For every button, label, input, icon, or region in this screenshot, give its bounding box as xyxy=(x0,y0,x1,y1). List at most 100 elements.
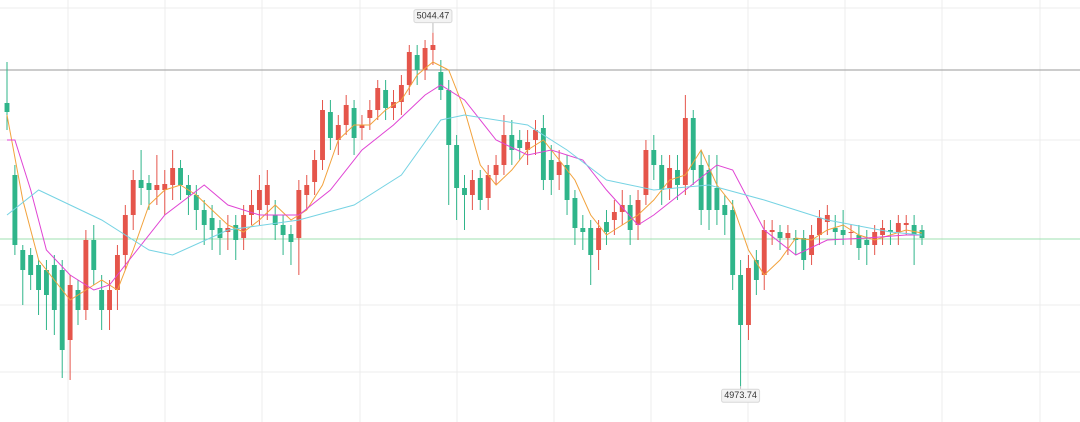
candle xyxy=(682,95,688,195)
candle-body xyxy=(20,250,26,270)
candle-body xyxy=(517,140,523,148)
candle xyxy=(714,155,720,225)
candle-body xyxy=(304,185,310,195)
candle-body xyxy=(651,150,657,165)
candle-body xyxy=(146,183,152,190)
candle xyxy=(107,280,112,330)
candle xyxy=(746,255,751,340)
candle-body xyxy=(12,175,18,245)
candle xyxy=(67,275,73,380)
candle xyxy=(761,220,767,290)
candle-body xyxy=(706,170,712,210)
candle xyxy=(817,210,822,245)
candle xyxy=(201,200,207,245)
candle-body xyxy=(604,222,609,232)
candle xyxy=(832,215,838,245)
candle xyxy=(343,95,349,135)
candle-body xyxy=(99,290,105,310)
candle xyxy=(209,205,215,250)
candle-body xyxy=(753,260,759,280)
candle xyxy=(706,155,712,230)
candle-body xyxy=(446,90,452,145)
candle xyxy=(643,140,649,205)
candle xyxy=(312,150,318,195)
candle xyxy=(264,170,270,220)
candle xyxy=(548,145,554,195)
candle xyxy=(477,170,483,210)
candle xyxy=(801,230,807,270)
candle xyxy=(383,80,389,120)
candle-body xyxy=(738,275,744,325)
candle xyxy=(462,175,467,230)
candle-body xyxy=(525,142,531,150)
candle-body xyxy=(659,165,665,190)
candle xyxy=(667,155,673,200)
candle-body xyxy=(730,210,736,275)
candle-body xyxy=(682,118,688,185)
candle-body xyxy=(714,188,720,210)
candle xyxy=(469,170,475,210)
candle xyxy=(193,185,199,230)
candle-body xyxy=(312,160,318,182)
candle-body xyxy=(256,190,262,210)
candle-body xyxy=(296,190,302,238)
candle-body xyxy=(596,228,602,250)
candle-body xyxy=(777,232,783,238)
candle xyxy=(738,260,744,387)
candle-body xyxy=(351,108,357,138)
candle-body xyxy=(114,255,120,290)
candle-body xyxy=(501,135,507,165)
candle xyxy=(43,260,49,330)
candle xyxy=(698,150,704,225)
candle-body xyxy=(690,118,696,170)
candle xyxy=(59,260,65,378)
candle-body xyxy=(288,234,294,242)
candle-body xyxy=(556,162,562,175)
candle xyxy=(256,175,262,225)
candle-body xyxy=(548,160,554,180)
moving-average-line xyxy=(7,84,922,291)
candle-body xyxy=(454,145,460,188)
candle-body xyxy=(619,205,625,212)
candle-body xyxy=(832,228,838,232)
candle xyxy=(753,250,759,295)
candle xyxy=(138,150,144,205)
candle-body xyxy=(217,228,223,238)
candle-body xyxy=(824,215,830,222)
candle-body xyxy=(469,180,475,195)
candle xyxy=(20,245,26,305)
candle-body xyxy=(422,48,428,70)
candle xyxy=(154,155,160,205)
moving-average-line xyxy=(6,114,923,256)
candle xyxy=(611,200,617,235)
candle-body xyxy=(43,270,49,295)
candle-body xyxy=(722,205,728,215)
candle xyxy=(75,280,81,325)
candle-body xyxy=(572,198,578,228)
candle-body xyxy=(643,150,649,195)
candle xyxy=(280,215,286,255)
candle xyxy=(170,150,176,200)
candle xyxy=(185,175,191,215)
candle-body xyxy=(59,270,65,350)
candle-body xyxy=(327,112,333,138)
candle xyxy=(809,225,815,265)
candle-body xyxy=(509,135,515,150)
candle xyxy=(272,200,278,240)
candle-body xyxy=(540,128,546,180)
candle xyxy=(99,275,105,330)
candle xyxy=(564,155,570,215)
candle-body xyxy=(241,215,247,238)
candle-body xyxy=(793,238,799,240)
candle-body xyxy=(272,215,278,225)
candle xyxy=(911,215,917,265)
candle xyxy=(659,155,665,205)
candle xyxy=(864,230,870,265)
candle xyxy=(651,135,657,180)
annotation-label: 4973.74 xyxy=(724,390,757,400)
candle-body xyxy=(903,223,909,225)
annotation-label: 5044.47 xyxy=(417,11,450,21)
candle xyxy=(91,225,97,285)
